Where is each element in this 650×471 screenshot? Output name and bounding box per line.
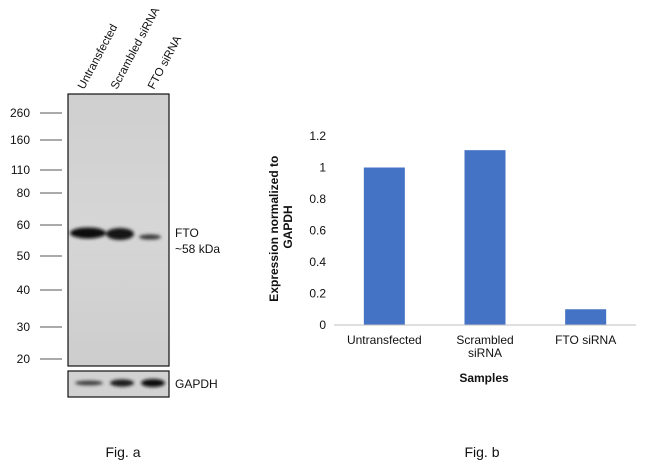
y-tick-label: 1 — [319, 161, 326, 175]
mw-label: 260 — [10, 106, 30, 120]
x-tick-label: Untransfected — [347, 333, 422, 347]
y-axis-ticks: 0 0.2 0.4 0.6 0.8 1 1.2 — [309, 129, 326, 332]
band-untransfected — [70, 227, 106, 239]
x-axis-ticks: Untransfected Scrambled siRNA FTO siRNA — [347, 333, 616, 360]
gapdh-band-untransfected — [75, 380, 103, 386]
y-tick-label: 0.6 — [309, 224, 326, 238]
mw-label: 110 — [11, 163, 30, 177]
mw-label: 60 — [17, 218, 31, 232]
figure-a-caption: Fig. a — [105, 444, 140, 460]
y-axis-label: Expression normalized to GAPDH — [267, 152, 295, 301]
mw-label: 50 — [17, 249, 31, 263]
y-axis-label-line1: Expression normalized to — [267, 156, 281, 302]
bar-chart-panel: 0 0.2 0.4 0.6 0.8 1 1.2 Untransfected Scrambled… — [267, 129, 636, 460]
mw-label: 80 — [17, 186, 31, 200]
y-axis-label-line2: GAPDH — [281, 205, 295, 248]
y-tick-label: 0.8 — [309, 192, 326, 206]
mw-markers: 260 160 110 80 60 50 — [10, 106, 62, 366]
y-tick-label: 0.2 — [309, 287, 326, 301]
mw-label: 20 — [17, 352, 31, 366]
band-size-label: ~58 kDa — [175, 242, 220, 256]
bar — [464, 150, 506, 325]
gapdh-band-scrambled — [110, 379, 134, 387]
y-tick-label: 0.4 — [309, 255, 326, 269]
lane-labels: Untransfected Scrambled siRNA FTO siRNA — [76, 5, 184, 91]
western-blot-panel: Untransfected Scrambled siRNA FTO siRNA … — [10, 5, 220, 460]
loading-control-label: GAPDH — [175, 377, 218, 391]
bar — [565, 309, 607, 325]
y-tick-label: 0 — [319, 318, 326, 332]
band-label: FTO — [175, 226, 199, 240]
x-tick-label: Scrambled siRNA — [456, 333, 513, 360]
band-fto-sirna — [139, 234, 161, 240]
mw-label: 40 — [17, 283, 31, 297]
fto-bands — [70, 227, 161, 240]
gapdh-band-fto-sirna — [141, 379, 165, 387]
bars — [363, 150, 607, 325]
y-tick-label: 1.2 — [309, 129, 326, 143]
x-tick-label: FTO siRNA — [555, 333, 616, 347]
mw-label: 30 — [17, 320, 31, 334]
x-axis-label: Samples — [459, 371, 509, 385]
gapdh-bands — [75, 379, 165, 387]
figure-b-caption: Fig. b — [464, 444, 499, 460]
lane-label: FTO siRNA — [146, 34, 184, 92]
bar — [363, 167, 405, 325]
band-scrambled — [106, 228, 134, 240]
mw-label: 160 — [10, 133, 30, 147]
